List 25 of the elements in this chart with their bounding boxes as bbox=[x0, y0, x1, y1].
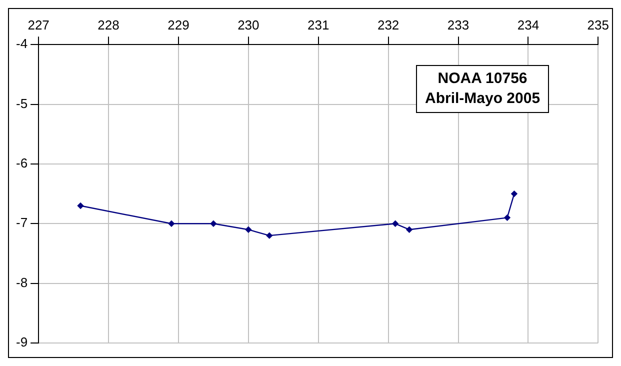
point bbox=[392, 220, 398, 227]
x-tick-label: 235 bbox=[587, 17, 610, 32]
x-tick-label: 232 bbox=[377, 17, 400, 32]
point bbox=[266, 232, 272, 239]
y-tick-label: -4 bbox=[16, 36, 28, 52]
x-tick-label: 230 bbox=[238, 17, 260, 32]
point bbox=[168, 220, 175, 227]
x-tick-label: 229 bbox=[168, 17, 190, 32]
point bbox=[210, 220, 217, 227]
y-tick-label: -8 bbox=[16, 274, 28, 290]
point bbox=[406, 226, 412, 233]
point bbox=[77, 202, 84, 209]
x-tick-label: 234 bbox=[517, 17, 540, 32]
y-tick-label: -9 bbox=[16, 334, 28, 350]
y-tick-label: -7 bbox=[16, 215, 28, 230]
x-tick-label: 228 bbox=[98, 17, 120, 32]
annotation: NOAA 10756 Abril-Mayo 2005 bbox=[416, 65, 550, 113]
point bbox=[511, 190, 518, 197]
y-tick-label: -6 bbox=[16, 156, 28, 171]
point bbox=[504, 214, 510, 221]
x-tick-label: 233 bbox=[447, 17, 470, 32]
x-tick-label: 227 bbox=[28, 17, 50, 32]
x-tick-label: 231 bbox=[308, 17, 330, 32]
point bbox=[245, 226, 252, 233]
y-tick-label: -5 bbox=[16, 96, 28, 111]
